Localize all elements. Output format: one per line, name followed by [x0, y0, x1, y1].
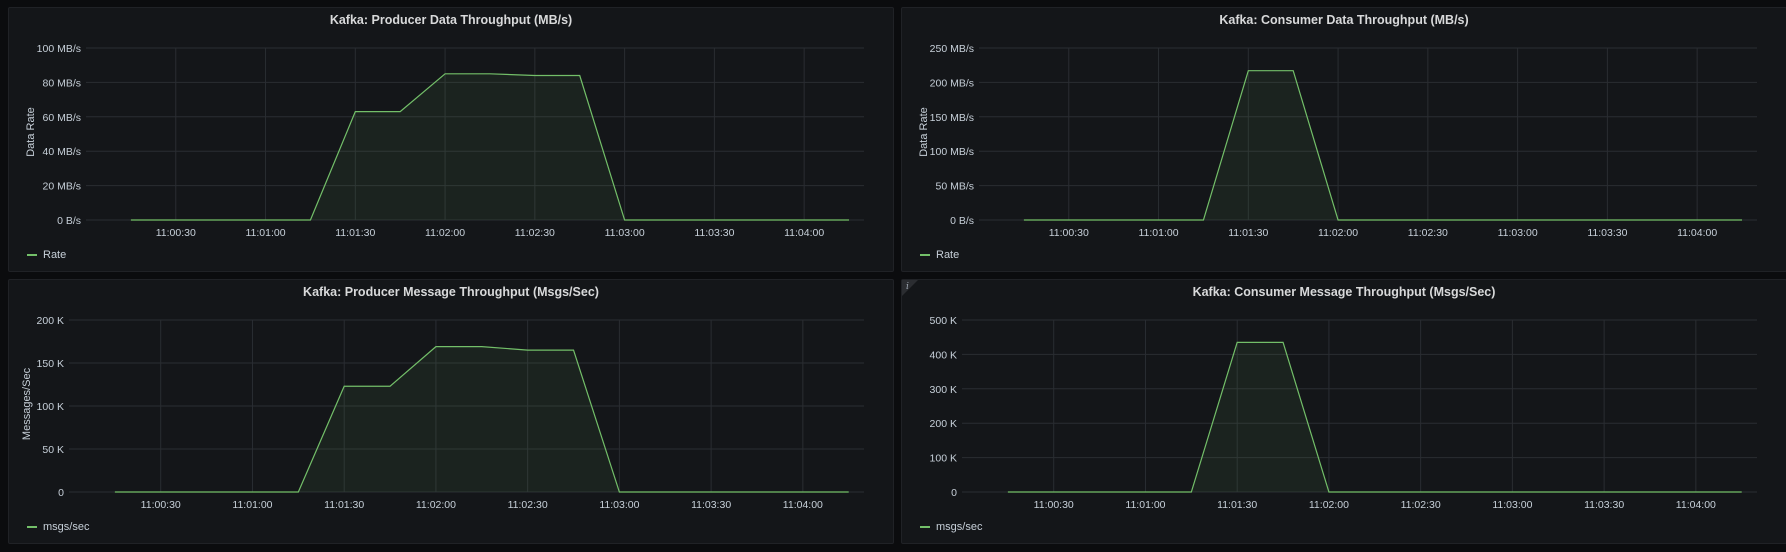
y-tick-label: 200 K — [37, 315, 64, 327]
y-tick-label: 300 K — [930, 384, 957, 396]
x-tick-label: 11:03:00 — [1498, 227, 1538, 239]
y-tick-label: 150 K — [37, 358, 64, 370]
y-tick-label: 100 MB/s — [930, 146, 974, 158]
series-line — [114, 346, 849, 493]
x-tick-label: 11:03:00 — [605, 227, 645, 239]
series-area — [114, 346, 849, 492]
y-tick-label: 0 B/s — [57, 215, 81, 227]
x-tick-label: 11:01:30 — [1228, 227, 1268, 239]
series-area — [1007, 342, 1742, 492]
x-tick-label: 11:03:00 — [1492, 499, 1532, 511]
y-tick-label: 200 MB/s — [930, 77, 974, 89]
y-tick-label: 40 MB/s — [42, 146, 81, 158]
x-tick-label: 11:02:30 — [515, 227, 555, 239]
x-tick-label: 11:00:30 — [1034, 499, 1074, 511]
legend-label: msgs/sec — [936, 521, 983, 533]
producer-message-chart[interactable]: 0 50 K 100 K 150 K 200 K 11:00:30 11:01:00 11:0… — [9, 280, 895, 545]
x-tick-label: 11:01:30 — [1217, 499, 1257, 511]
x-tick-label: 11:03:30 — [1587, 227, 1627, 239]
consumer-message-throughput-panel: i Kafka: Consumer Message Throughput (Ms… — [901, 279, 1786, 544]
y-tick-label: 400 K — [930, 349, 957, 361]
series-line — [1023, 70, 1743, 221]
x-tick-label: 11:02:30 — [508, 499, 548, 511]
x-tick-label: 11:04:00 — [784, 227, 824, 239]
x-tick-label: 11:01:00 — [232, 499, 272, 511]
legend-swatch-icon — [27, 254, 37, 256]
x-tick-label: 11:02:00 — [1318, 227, 1358, 239]
x-tick-label: 11:04:00 — [1677, 227, 1717, 239]
y-tick-label: 50 K — [42, 444, 64, 456]
x-tick-label: 11:02:30 — [1401, 499, 1441, 511]
legend-item[interactable]: Rate — [27, 249, 66, 261]
y-tick-label: 80 MB/s — [42, 77, 81, 89]
x-tick-label: 11:00:30 — [156, 227, 196, 239]
producer-data-chart[interactable]: 0 B/s 20 MB/s 40 MB/s 60 MB/s 80 MB/s 100 MB/… — [9, 8, 895, 273]
panel-title[interactable]: Kafka: Consumer Data Throughput (MB/s) — [1219, 13, 1469, 27]
series-line — [1007, 341, 1742, 493]
legend-label: msgs/sec — [43, 521, 90, 533]
y-tick-label: 100 K — [930, 453, 957, 465]
consumer-message-chart[interactable]: 0 100 K 200 K 300 K 400 K 500 K 11:00:30 11:01:… — [902, 280, 1786, 545]
series-area — [1023, 70, 1743, 220]
legend-swatch-icon — [27, 526, 37, 528]
legend-item[interactable]: msgs/sec — [27, 521, 89, 533]
y-tick-label: 0 — [951, 487, 957, 499]
panel-title[interactable]: Kafka: Producer Data Throughput (MB/s) — [329, 13, 573, 27]
legend-item[interactable]: Rate — [920, 249, 959, 261]
x-tick-label: 11:01:30 — [335, 227, 375, 239]
x-tick-label: 11:01:30 — [324, 499, 364, 511]
y-tick-label: 100 K — [37, 401, 64, 413]
y-tick-label: 500 K — [930, 315, 957, 327]
legend-swatch-icon — [920, 254, 930, 256]
y-tick-label: 250 MB/s — [930, 43, 974, 55]
producer-data-throughput-panel: Kafka: Producer Data Throughput (MB/s) D… — [8, 7, 894, 272]
y-tick-label: 60 MB/s — [42, 112, 81, 124]
series-line — [130, 73, 850, 221]
legend-item[interactable]: msgs/sec — [920, 521, 982, 533]
x-tick-label: 11:02:00 — [425, 227, 465, 239]
y-tick-label: 0 B/s — [950, 215, 974, 227]
y-tick-label: 200 K — [930, 418, 957, 430]
x-tick-label: 11:03:30 — [694, 227, 734, 239]
y-tick-label: 50 MB/s — [935, 181, 974, 193]
x-tick-label: 11:02:30 — [1408, 227, 1448, 239]
x-tick-label: 11:03:00 — [599, 499, 639, 511]
consumer-data-throughput-panel: Kafka: Consumer Data Throughput (MB/s) D… — [901, 7, 1786, 272]
y-tick-label: 100 MB/s — [37, 43, 81, 55]
y-tick-label: 150 MB/s — [930, 112, 974, 124]
y-tick-label: 0 — [58, 487, 64, 499]
x-tick-label: 11:01:00 — [245, 227, 285, 239]
x-tick-label: 11:03:30 — [691, 499, 731, 511]
x-tick-label: 11:02:00 — [416, 499, 456, 511]
x-tick-label: 11:03:30 — [1584, 499, 1624, 511]
x-tick-label: 11:00:30 — [1049, 227, 1089, 239]
consumer-data-chart[interactable]: 0 B/s 50 MB/s 100 MB/s 150 MB/s 200 MB/s 250 … — [902, 8, 1786, 273]
x-tick-label: 11:01:00 — [1125, 499, 1165, 511]
legend-swatch-icon — [920, 526, 930, 528]
legend-label: Rate — [936, 249, 960, 261]
series-area — [130, 73, 850, 220]
x-tick-label: 11:01:00 — [1138, 227, 1178, 239]
info-icon[interactable]: i — [906, 282, 909, 292]
x-tick-label: 11:04:00 — [783, 499, 823, 511]
info-corner[interactable] — [902, 280, 918, 296]
legend-label: Rate — [43, 249, 67, 261]
producer-message-throughput-panel: Kafka: Producer Message Throughput (Msgs… — [8, 279, 894, 544]
x-tick-label: 11:02:00 — [1309, 499, 1349, 511]
panel-title[interactable]: Kafka: Consumer Message Throughput (Msgs… — [1192, 285, 1496, 299]
y-tick-label: 20 MB/s — [42, 181, 81, 193]
x-tick-label: 11:04:00 — [1676, 499, 1716, 511]
x-tick-label: 11:00:30 — [141, 499, 181, 511]
panel-title[interactable]: Kafka: Producer Message Throughput (Msgs… — [303, 285, 599, 299]
